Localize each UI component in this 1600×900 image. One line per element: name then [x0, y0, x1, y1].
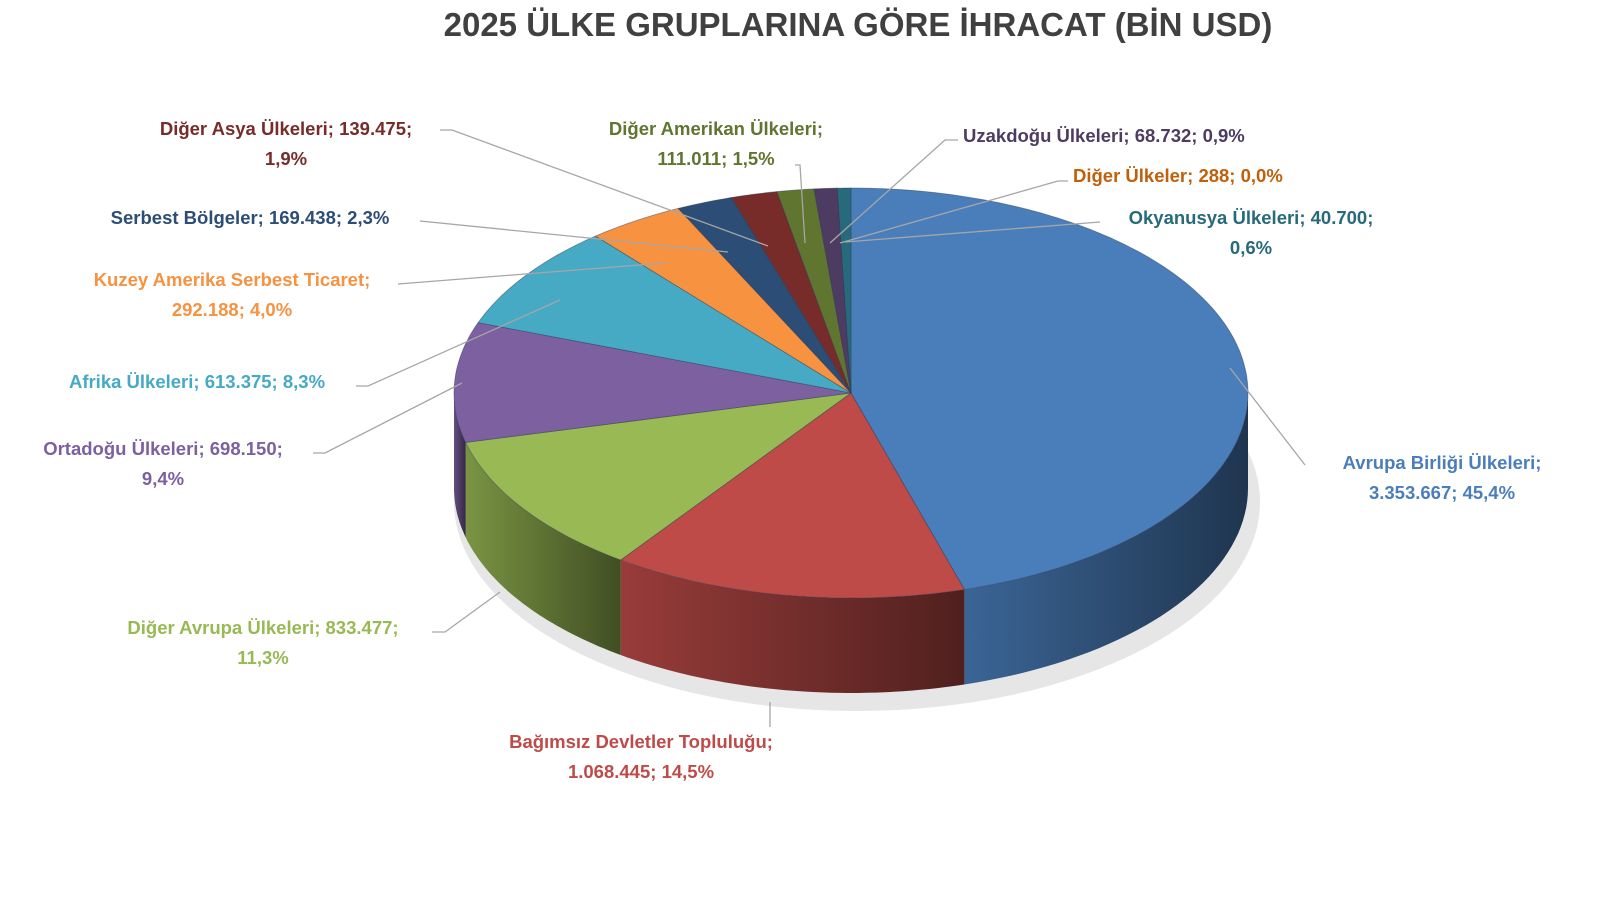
- label-name: Serbest Bölgeler;: [110, 207, 264, 228]
- label-percent: 0,0%: [1240, 165, 1283, 186]
- pie-slice: [836, 187, 852, 394]
- label-name: Diğer Avrupa Ülkeleri;: [127, 617, 321, 638]
- pie-slice: [730, 191, 852, 394]
- leader-line: [1229, 367, 1306, 466]
- leader-line: [356, 299, 561, 387]
- label-value: 169.438;: [268, 207, 343, 228]
- data-label: Afrika Ülkeleri; 613.375; 8,3%: [69, 367, 325, 397]
- pie-slice-side: [620, 560, 965, 693]
- data-label: Ortadoğu Ülkeleri; 698.150; 9,4%: [43, 434, 283, 494]
- label-value: 613.375;: [204, 371, 278, 392]
- pie-slice: [619, 392, 966, 599]
- data-label: Diğer Amerikan Ülkeleri; 111.011; 1,5%: [609, 114, 823, 174]
- chart-title: 2025 ÜLKE GRUPLARINA GÖRE İHRACAT (BİN U…: [443, 6, 1273, 43]
- pie-slice: [477, 235, 852, 394]
- label-name: Kuzey Amerika Serbest Ticaret;: [93, 269, 371, 290]
- label-percent: 11,3%: [237, 647, 289, 668]
- label-name: Bağımsız Devletler Topluluğu;: [509, 731, 773, 752]
- data-label: Bağımsız Devletler Topluluğu; 1.068.445; …: [509, 727, 773, 787]
- pie-slice: [677, 197, 852, 394]
- label-value: 698.150;: [209, 438, 283, 459]
- pie-slice: [594, 207, 852, 394]
- label-name: Diğer Asya Ülkeleri;: [159, 118, 334, 139]
- label-value: 292.188;: [171, 299, 245, 320]
- label-percent: 1,9%: [264, 148, 308, 169]
- label-name: Okyanusya Ülkeleri;: [1128, 207, 1306, 228]
- leader-line: [795, 164, 806, 244]
- label-value: 288;: [1198, 165, 1236, 186]
- label-value: 833.477;: [325, 617, 399, 638]
- label-name: Uzakdoğu Ülkeleri;: [963, 125, 1130, 146]
- leader-line: [313, 382, 463, 454]
- label-percent: 8,3%: [282, 371, 326, 392]
- leader-line: [844, 221, 1101, 243]
- label-value: 40.700;: [1310, 207, 1374, 228]
- pie-slice-side: [465, 442, 621, 655]
- label-percent: 4,0%: [250, 299, 293, 320]
- pie-slice-side: [454, 393, 466, 538]
- data-label: Okyanusya Ülkeleri; 40.700; 0,6%: [1129, 203, 1374, 263]
- data-label: Avrupa Birliği Ülkeleri; 3.353.667; 45,4%: [1343, 448, 1542, 508]
- label-percent: 2,3%: [347, 207, 390, 228]
- pie-slice-side: [964, 393, 1248, 685]
- label-name: Afrika Ülkeleri;: [68, 371, 200, 392]
- label-percent: 45,4%: [1462, 482, 1516, 503]
- data-label: Uzakdoğu Ülkeleri; 68.732; 0,9%: [963, 121, 1245, 151]
- data-label: Diğer Ülkeler; 288; 0,0%: [1073, 161, 1283, 191]
- label-percent: 0,9%: [1202, 125, 1245, 146]
- label-name: Diğer Amerikan Ülkeleri;: [608, 118, 824, 139]
- data-label: Kuzey Amerika Serbest Ticaret; 292.188; 4…: [94, 265, 371, 325]
- data-label: Serbest Bölgeler; 169.438; 2,3%: [111, 203, 390, 233]
- label-percent: 1,5%: [732, 148, 775, 169]
- leader-line: [432, 591, 501, 633]
- label-percent: 0,6%: [1229, 237, 1273, 258]
- pie-slice: [465, 392, 852, 561]
- label-value: 1.068.445;: [567, 761, 657, 782]
- label-value: 3.353.667;: [1368, 482, 1458, 503]
- data-label: Diğer Asya Ülkeleri; 139.475; 1,9%: [160, 114, 412, 174]
- pie-slice: [850, 187, 1249, 590]
- pie-slice: [776, 188, 852, 394]
- pie-slice: [453, 322, 852, 443]
- label-name: Diğer Ülkeler;: [1073, 165, 1194, 186]
- label-percent: 9,4%: [141, 468, 185, 489]
- leader-line: [419, 220, 729, 253]
- label-name: Avrupa Birliği Ülkeleri;: [1342, 452, 1542, 473]
- label-name: Ortadoğu Ülkeleri;: [43, 438, 205, 459]
- data-label: Diğer Avrupa Ülkeleri; 833.477; 11,3%: [127, 613, 398, 673]
- label-value: 68.732;: [1134, 125, 1198, 146]
- leader-line: [829, 139, 958, 244]
- leader-line: [440, 129, 769, 247]
- label-percent: 14,5%: [661, 761, 715, 782]
- leader-line: [397, 262, 666, 285]
- label-value: 139.475;: [339, 118, 413, 139]
- leader-line: [839, 180, 1068, 244]
- label-value: 111.011;: [657, 148, 728, 169]
